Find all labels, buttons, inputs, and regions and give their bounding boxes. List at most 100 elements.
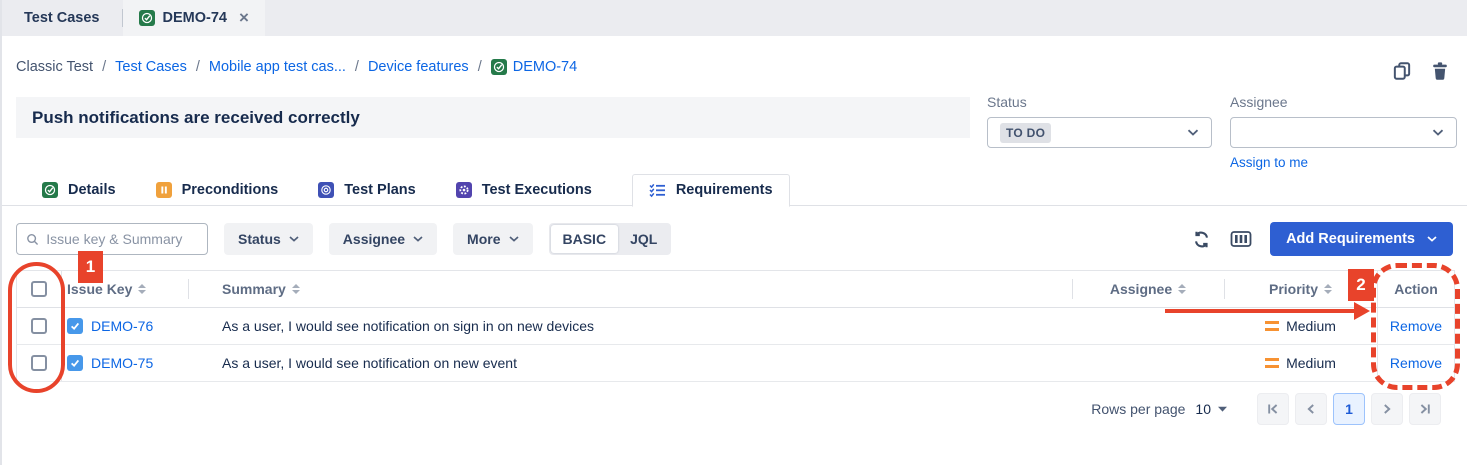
priority-medium-icon — [1265, 321, 1280, 331]
more-filter-button[interactable]: More — [453, 223, 533, 255]
add-requirements-label: Add Requirements — [1286, 231, 1415, 247]
breadcrumb-folder-mobile[interactable]: Mobile app test cas... — [208, 59, 346, 75]
tab-details[interactable]: Details — [42, 174, 116, 206]
row-checkbox[interactable] — [31, 355, 47, 371]
assignee-filter-button[interactable]: Assignee — [328, 223, 438, 255]
column-label: Action — [1394, 281, 1438, 297]
assignee-cell — [1072, 345, 1224, 381]
issue-key-cell: DEMO-75 — [62, 345, 188, 381]
sort-icon — [1178, 284, 1187, 294]
select-all-checkbox[interactable] — [31, 281, 47, 297]
summary-cell: As a user, I would see notification on s… — [222, 318, 594, 334]
window-tab-label: Test Cases — [24, 10, 100, 26]
search-icon — [27, 233, 39, 245]
column-label: Summary — [222, 281, 286, 297]
action-cell: Remove — [1377, 345, 1455, 381]
header-checkbox-cell — [16, 271, 62, 307]
status-filter-button[interactable]: Status — [224, 223, 313, 255]
breadcrumb-separator: / — [354, 59, 359, 75]
previous-page-button[interactable] — [1295, 393, 1327, 425]
caret-down-icon — [1218, 406, 1227, 412]
table-row: DEMO-75 As a user, I would see notificat… — [16, 345, 1455, 382]
chevron-down-icon — [413, 236, 423, 242]
tab-preconditions[interactable]: Preconditions — [155, 174, 278, 206]
row-checkbox[interactable] — [31, 318, 47, 334]
chevron-right-icon — [1384, 404, 1391, 414]
breadcrumb-separator: / — [195, 59, 200, 75]
search-input[interactable] — [46, 231, 198, 247]
test-executions-icon — [455, 181, 472, 198]
story-icon — [67, 318, 83, 334]
chevron-down-icon — [1427, 236, 1437, 242]
priority-label: Medium — [1286, 355, 1336, 371]
action-cell: Remove — [1377, 308, 1455, 344]
header-action: Action — [1377, 271, 1455, 307]
test-check-icon — [42, 181, 58, 198]
sort-issue-key[interactable]: Issue Key — [67, 281, 147, 297]
chevron-down-icon — [508, 236, 519, 242]
trash-icon[interactable] — [1429, 60, 1451, 82]
column-label: Issue Key — [67, 281, 133, 297]
breadcrumb-test-cases[interactable]: Test Cases — [115, 59, 187, 75]
add-requirements-button[interactable]: Add Requirements — [1270, 222, 1453, 256]
header-assignee: Assignee — [1072, 271, 1224, 307]
tab-divider — [121, 9, 123, 27]
first-page-button[interactable] — [1257, 393, 1289, 425]
tab-test-plans[interactable]: Test Plans — [318, 174, 416, 206]
tab-label: Requirements — [675, 182, 773, 198]
breadcrumb-project: Classic Test — [16, 59, 94, 75]
pagination: Rows per page 10 1 — [1091, 392, 1441, 426]
chevron-down-icon — [1432, 129, 1444, 136]
assignee-field: Assignee Assign to me — [1230, 94, 1457, 172]
requirements-list-icon — [649, 182, 666, 198]
sort-assignee[interactable]: Assignee — [1110, 281, 1187, 297]
window-tab-demo-74[interactable]: DEMO-74 × — [122, 0, 265, 36]
header-priority: Priority — [1224, 271, 1377, 307]
issue-actions — [1391, 60, 1451, 82]
remove-link[interactable]: Remove — [1389, 355, 1443, 371]
assign-to-me-link[interactable]: Assign to me — [1230, 155, 1309, 170]
issue-key-cell: DEMO-76 — [62, 308, 188, 344]
issue-key-link[interactable]: DEMO-75 — [91, 355, 154, 371]
search-box — [16, 223, 208, 255]
breadcrumb-current-issue[interactable]: DEMO-74 — [512, 59, 578, 75]
precondition-icon — [155, 181, 172, 198]
chevron-down-icon — [1187, 129, 1199, 136]
close-icon[interactable]: × — [238, 8, 249, 27]
window-tab-label: DEMO-74 — [162, 10, 227, 26]
status-badge: TO DO — [1000, 122, 1052, 143]
columns-icon[interactable] — [1230, 229, 1252, 249]
page-1-button[interactable]: 1 — [1333, 393, 1365, 425]
priority-cell: Medium — [1224, 308, 1377, 344]
remove-link[interactable]: Remove — [1389, 318, 1443, 334]
breadcrumb: Classic Test / Test Cases / Mobile app t… — [16, 59, 577, 75]
next-page-button[interactable] — [1371, 393, 1403, 425]
chevron-down-icon — [289, 236, 299, 242]
sort-priority[interactable]: Priority — [1269, 281, 1332, 297]
filter-label: More — [467, 231, 501, 247]
tab-label: Test Plans — [344, 181, 416, 198]
last-page-button[interactable] — [1409, 393, 1441, 425]
tab-label: Test Executions — [481, 181, 592, 198]
rows-per-page-dropdown[interactable]: 10 — [1195, 401, 1227, 417]
table-row: DEMO-76 As a user, I would see notificat… — [16, 308, 1455, 345]
tab-test-executions[interactable]: Test Executions — [455, 174, 592, 206]
assignee-cell — [1072, 308, 1224, 344]
assignee-dropdown[interactable] — [1230, 117, 1457, 148]
issue-key-link[interactable]: DEMO-76 — [91, 318, 154, 334]
filter-label: Status — [238, 231, 281, 247]
tab-requirements[interactable]: Requirements — [631, 173, 790, 207]
table-header-row: Issue Key Summary Assignee Priority — [16, 270, 1455, 308]
page-title-block: Push notifications are received correctl… — [16, 97, 970, 138]
refresh-icon[interactable] — [1191, 229, 1212, 250]
story-icon — [67, 355, 83, 371]
window-tab-test-cases[interactable]: Test Cases — [2, 0, 122, 36]
copy-icon[interactable] — [1391, 60, 1413, 82]
sort-icon — [291, 284, 300, 294]
status-dropdown[interactable]: TO DO — [987, 117, 1212, 148]
mode-basic-toggle[interactable]: BASIC — [550, 225, 619, 253]
breadcrumb-folder-device-features[interactable]: Device features — [367, 59, 469, 75]
sort-summary[interactable]: Summary — [222, 281, 300, 297]
mode-jql-toggle[interactable]: JQL — [630, 231, 658, 247]
